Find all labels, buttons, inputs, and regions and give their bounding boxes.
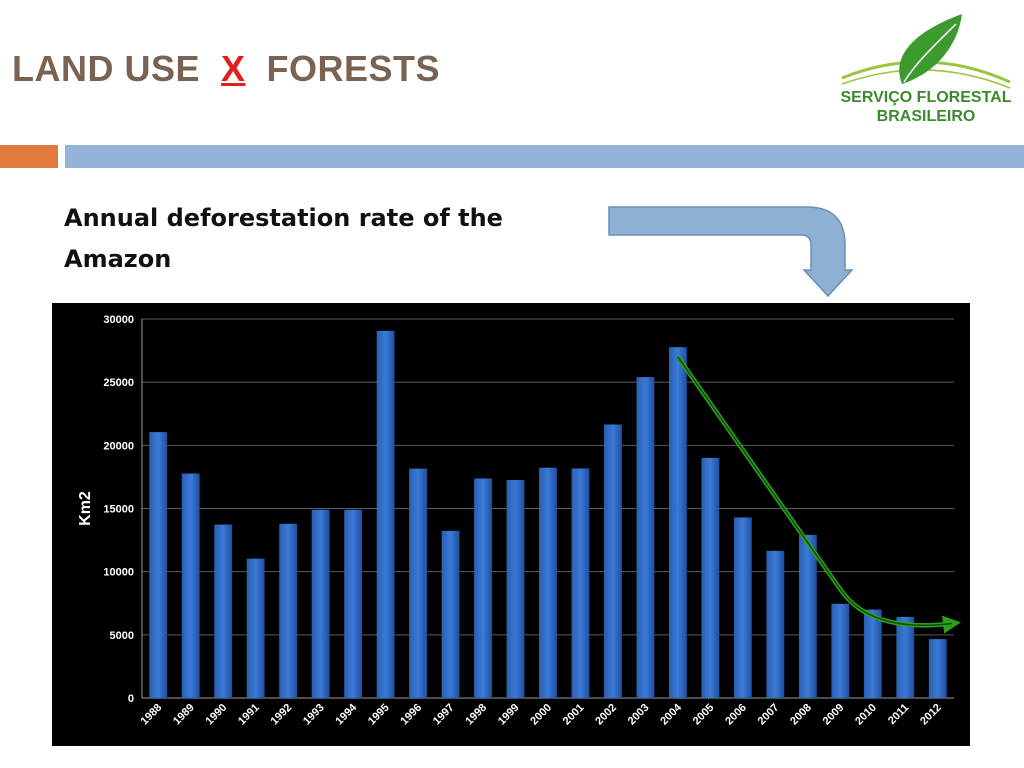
bar-1991 [246, 558, 265, 698]
page-title: LAND USE X FORESTS [12, 48, 440, 90]
y-tick-label: 20000 [103, 440, 134, 452]
x-tick-label: 2005 [691, 702, 717, 728]
deforestation-bar-chart: 0 5000 10000 15000 20000 25000 30000 Km2 1988 198… [77, 314, 961, 728]
x-tick-label: 2008 [788, 702, 814, 728]
bar-1996 [409, 468, 428, 698]
x-tick-label: 1992 [268, 702, 294, 728]
x-tick-label: 2012 [918, 702, 944, 728]
accent-bar-blue [65, 145, 1024, 168]
bar-1998 [474, 478, 492, 698]
bar-2003 [636, 377, 655, 698]
x-tick-label: 1990 [204, 702, 230, 728]
bar-1993 [311, 509, 330, 698]
x-tick-label: 1999 [496, 702, 522, 728]
x-tick-label: 1991 [236, 702, 262, 728]
logo: SERVIÇO FLORESTAL BRASILEIRO [838, 10, 1014, 130]
bar-1990 [214, 524, 233, 698]
x-tick-label: 2004 [658, 701, 684, 727]
x-tick-label: 2000 [528, 702, 554, 728]
bar-2006 [733, 517, 752, 698]
bar-2012 [928, 639, 947, 698]
bar-2010 [863, 609, 882, 698]
title-versus-mark: X [221, 48, 246, 89]
trend-arrow-inner [677, 356, 953, 627]
x-tick-label: 1995 [366, 702, 392, 728]
bar-1997 [441, 530, 460, 698]
x-tick-label: 2009 [821, 702, 847, 728]
bar-2011 [896, 616, 915, 698]
y-axis-label: Km2 [77, 491, 94, 526]
bar-2007 [766, 550, 785, 698]
x-tick-label: 1993 [301, 702, 327, 728]
x-tick-label: 1988 [139, 702, 165, 728]
y-tick-label: 10000 [103, 567, 134, 579]
bar-1992 [279, 523, 298, 698]
x-tick-label: 2011 [886, 702, 911, 727]
bar-1989 [181, 473, 200, 698]
accent-bar-orange [0, 145, 58, 168]
title-forests: FORESTS [245, 48, 441, 89]
bar-2001 [571, 468, 590, 698]
y-tick-label: 0 [128, 693, 134, 705]
bar-2002 [604, 424, 622, 698]
logo-line-2: BRASILEIRO [876, 108, 976, 125]
x-tick-label: 2006 [723, 702, 749, 728]
y-tick-label: 25000 [103, 377, 134, 389]
chart-panel: 0 5000 10000 15000 20000 25000 30000 Km2 1988 198… [52, 303, 970, 746]
bar-1995 [376, 330, 395, 698]
x-tick-label: 1994 [333, 701, 359, 727]
x-tick-label: 1989 [171, 702, 197, 728]
logo-line-1: SERVIÇO FLORESTAL [840, 89, 1012, 106]
x-tick-label: 1997 [431, 702, 457, 728]
x-tick-label: 2003 [626, 702, 652, 728]
bar-2000 [539, 467, 557, 698]
leaf-logo-icon [841, 14, 1011, 89]
y-tick-label: 5000 [110, 630, 134, 642]
bar-1999 [506, 479, 525, 698]
x-tick-label: 2002 [593, 702, 619, 728]
y-tick-label: 30000 [103, 314, 134, 326]
bar-2009 [831, 603, 850, 698]
x-tick-label: 1998 [463, 702, 489, 728]
bar-1988 [149, 432, 168, 698]
bar-2005 [701, 457, 720, 698]
y-tick-label: 15000 [103, 504, 134, 516]
x-tick-label: 1996 [398, 702, 424, 728]
bar-2004 [668, 347, 687, 698]
callout-arrow-icon [608, 206, 854, 298]
x-tick-label: 2010 [853, 702, 879, 728]
bar-1994 [344, 509, 363, 698]
title-land-use: LAND USE [12, 48, 222, 89]
x-tick-label: 2007 [756, 702, 782, 728]
bar-2008 [798, 534, 817, 698]
chart-subtitle: Annual deforestation rate of the Amazon [64, 204, 503, 273]
x-tick-label: 2001 [561, 702, 587, 728]
